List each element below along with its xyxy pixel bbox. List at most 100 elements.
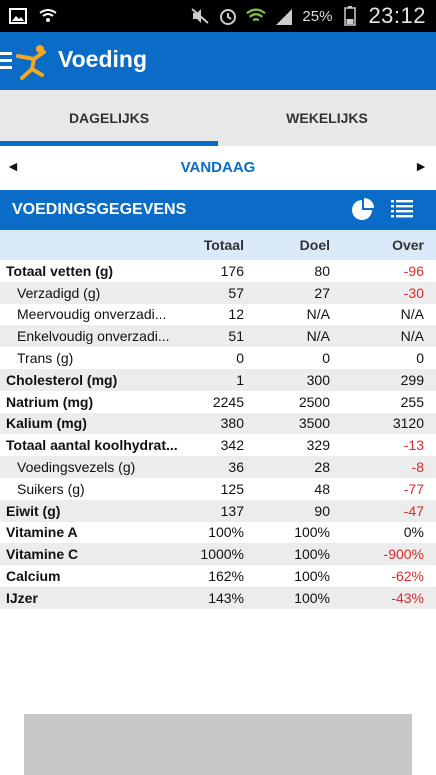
table-row[interactable]: Eiwit (g) 137 90 -47 — [0, 499, 436, 522]
row-total: 100% — [208, 524, 244, 541]
row-remaining: -47 — [403, 502, 424, 519]
row-total: 137 — [220, 502, 244, 519]
table-row[interactable]: Calcium 162% 100% -62% — [0, 565, 436, 587]
next-day-arrow-icon[interactable]: ► — [414, 158, 428, 174]
row-remaining: -8 — [411, 459, 424, 476]
table-row[interactable]: Trans (g) 0 0 0 — [0, 347, 436, 369]
tab-bar: DAGELIJKS WEKELIJKS — [0, 90, 436, 146]
battery-icon — [340, 6, 360, 26]
row-goal: 48 — [314, 480, 330, 497]
table-row[interactable]: Vitamine A 100% 100% 0% — [0, 522, 436, 544]
table-row[interactable]: Totaal vetten (g) 176 80 -96 — [0, 260, 436, 282]
app-logo[interactable] — [14, 42, 54, 82]
row-total: 125 — [220, 480, 244, 497]
row-label: Natrium (mg) — [6, 393, 94, 410]
row-goal: 329 — [306, 437, 330, 454]
row-total: 36 — [228, 459, 244, 476]
app-title: Voeding — [58, 46, 148, 72]
table-row[interactable]: Totaal aantal koolhydrat... 342 329 -13 — [0, 434, 436, 456]
table-header: Totaal Doel Over — [0, 230, 436, 260]
row-remaining: -77 — [403, 480, 424, 497]
table-row[interactable]: Suikers (g) 125 48 -77 — [0, 478, 436, 500]
mute-icon — [190, 6, 210, 26]
row-goal: 100% — [294, 568, 330, 585]
table-row[interactable]: Verzadigd (g) 57 27 -30 — [0, 281, 436, 304]
wifi-icon — [38, 6, 58, 26]
section-title: VOEDINGSGEGEVENS — [12, 201, 187, 218]
row-total: 0 — [236, 350, 244, 367]
row-goal: 28 — [314, 459, 330, 476]
row-goal: 3500 — [298, 415, 330, 432]
pie-chart-icon[interactable] — [350, 198, 374, 222]
table-row[interactable]: Vitamine C 1000% 100% -900% — [0, 543, 436, 566]
row-label: Trans (g) — [17, 350, 74, 367]
table-row[interactable]: Enkelvoudig onverzadi... 51 N/A N/A — [0, 325, 436, 348]
row-total: 51 — [228, 328, 244, 345]
row-goal: 90 — [314, 502, 330, 519]
row-label: Cholesterol (mg) — [6, 371, 118, 388]
row-remaining: -62% — [391, 568, 424, 585]
date-navigation: ◄ VANDAAG ► — [0, 146, 436, 190]
row-remaining: 255 — [400, 393, 424, 410]
row-goal: 2500 — [298, 393, 330, 410]
table-row[interactable]: Natrium (mg) 2245 2500 255 — [0, 391, 436, 413]
cell-signal-icon — [274, 6, 294, 26]
row-label: Eiwit (g) — [6, 502, 61, 519]
row-label: Voedingsvezels (g) — [17, 459, 136, 476]
alarm-icon — [218, 6, 238, 26]
battery-percent: 25% — [302, 7, 333, 25]
row-goal: 100% — [294, 524, 330, 541]
date-label[interactable]: VANDAAG — [180, 159, 256, 176]
row-goal: 0 — [322, 350, 330, 367]
column-header-totaal: Totaal — [203, 237, 244, 253]
ad-banner-placeholder[interactable] — [24, 714, 412, 775]
table-row[interactable]: Kalium (mg) 380 3500 3120 — [0, 412, 436, 435]
table-row[interactable]: Voedingsvezels (g) 36 28 -8 — [0, 456, 436, 478]
row-remaining: -13 — [403, 437, 424, 454]
row-label: Totaal aantal koolhydrat... — [6, 437, 178, 454]
row-remaining: N/A — [400, 306, 424, 323]
row-goal: 100% — [294, 546, 330, 563]
row-total: 342 — [220, 437, 244, 454]
row-remaining: 0 — [416, 350, 424, 367]
app-bar: Voeding — [0, 32, 436, 90]
list-view-icon[interactable] — [390, 198, 414, 222]
wifi-signal-icon — [246, 6, 267, 26]
row-goal: 27 — [314, 284, 330, 301]
row-remaining: 3120 — [392, 415, 424, 432]
row-remaining: -43% — [391, 589, 424, 606]
row-remaining: -96 — [403, 262, 424, 279]
row-label: Calcium — [6, 568, 61, 585]
row-label: Verzadigd (g) — [17, 284, 101, 301]
row-goal: N/A — [306, 328, 330, 345]
row-total: 162% — [208, 568, 244, 585]
column-header-over: Over — [392, 237, 424, 253]
tab-daily[interactable]: DAGELIJKS — [0, 90, 218, 146]
row-goal: 80 — [314, 262, 330, 279]
status-bar: 25% 23:12 — [0, 0, 436, 32]
nutrition-table: Totaal Doel Over Totaal vetten (g) 176 8… — [0, 230, 436, 609]
image-icon — [8, 6, 28, 26]
tab-weekly[interactable]: WEKELIJKS — [286, 110, 368, 126]
row-label: Vitamine C — [6, 546, 79, 563]
row-label: Meervoudig onverzadi... — [17, 306, 167, 323]
prev-day-arrow-icon[interactable]: ◄ — [6, 158, 20, 174]
row-total: 176 — [220, 262, 244, 279]
table-row[interactable]: Meervoudig onverzadi... 12 N/A N/A — [0, 304, 436, 326]
row-remaining: 299 — [400, 371, 424, 388]
row-remaining: N/A — [400, 328, 424, 345]
row-label: Enkelvoudig onverzadi... — [17, 328, 170, 345]
row-total: 1000% — [200, 546, 244, 563]
clock: 23:12 — [368, 3, 426, 28]
table-row[interactable]: Cholesterol (mg) 1 300 299 — [0, 368, 436, 391]
row-goal: 300 — [306, 371, 330, 388]
row-label: Totaal vetten (g) — [6, 262, 114, 279]
row-label: Suikers (g) — [17, 480, 85, 497]
nutrition-section-header: VOEDINGSGEGEVENS — [0, 190, 436, 230]
menu-icon[interactable] — [0, 52, 12, 70]
row-total: 12 — [228, 306, 244, 323]
row-label: Vitamine A — [6, 524, 78, 541]
row-remaining: -900% — [383, 546, 424, 563]
table-row[interactable]: IJzer 143% 100% -43% — [0, 586, 436, 609]
row-remaining: -30 — [403, 284, 424, 301]
